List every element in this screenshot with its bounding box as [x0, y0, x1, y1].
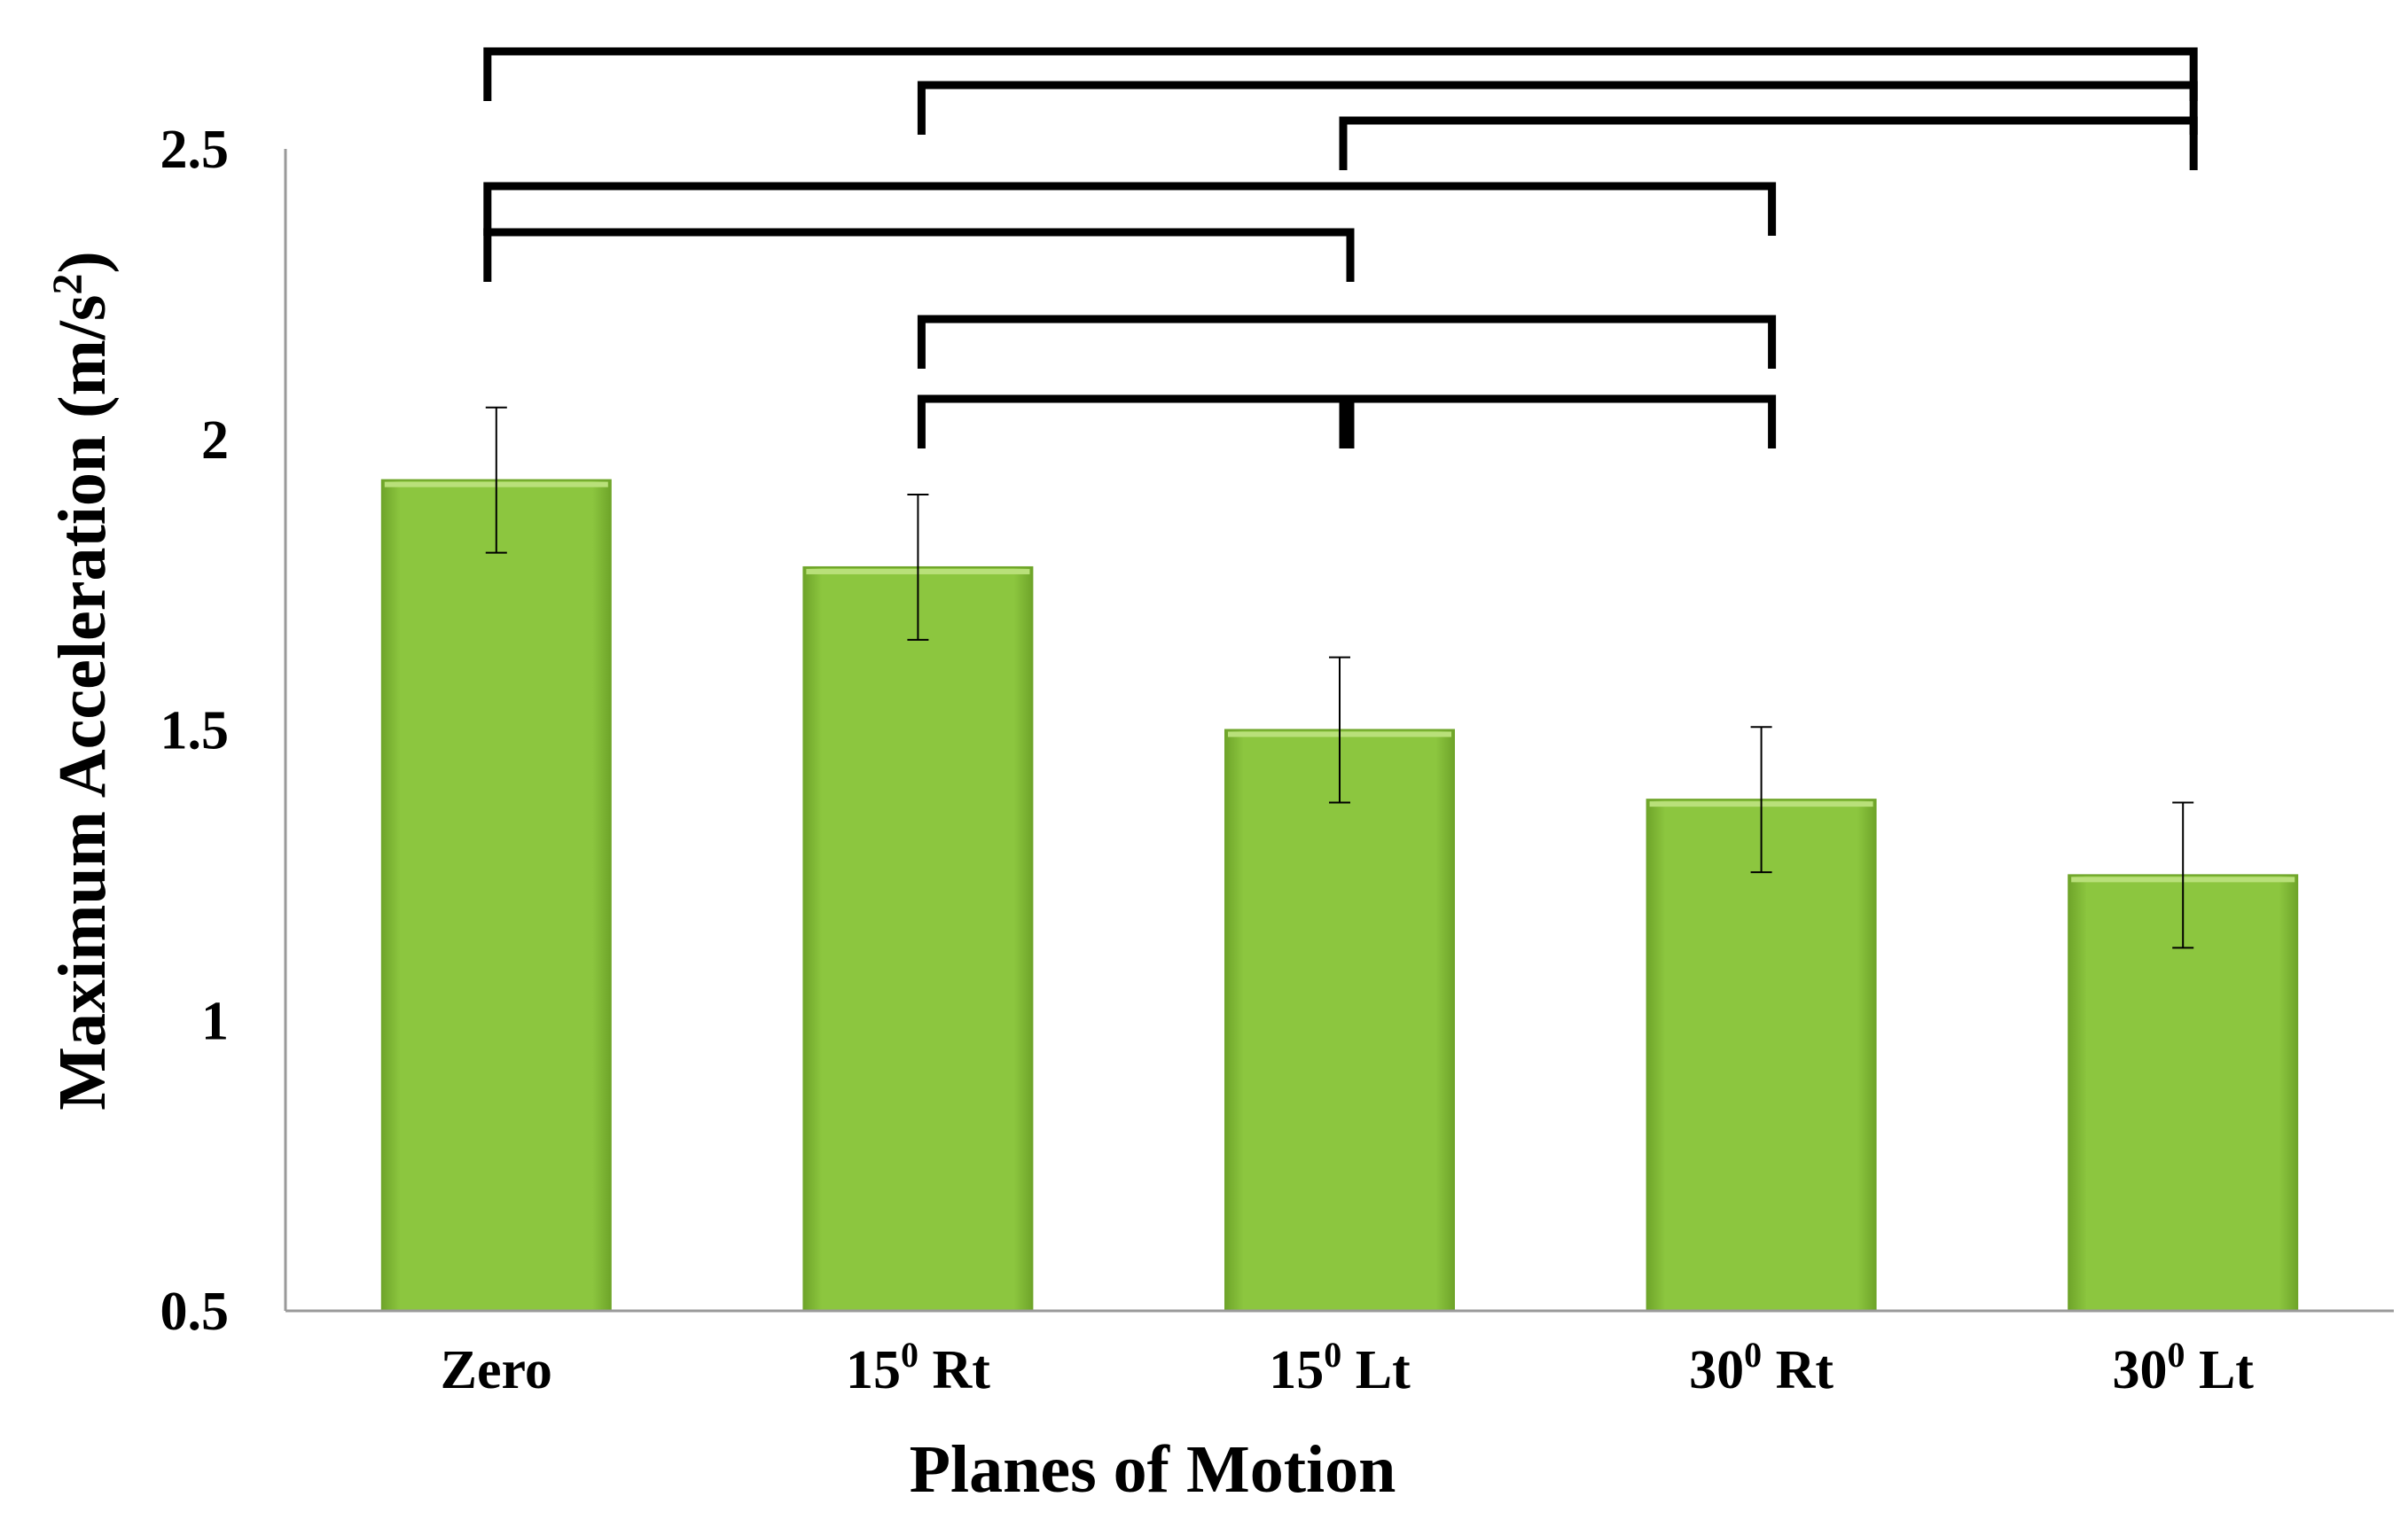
error-bars [485, 406, 2194, 949]
significance-bracket-0 [483, 47, 2198, 101]
significance-bracket-5 [917, 315, 1777, 369]
axes [284, 149, 2394, 1313]
y-tick-label-3: 2 [201, 410, 229, 471]
error-bar-2 [1329, 656, 1350, 804]
x-category-labels: Zero 150 Rt 150 Lt 300 Rt 300 Lt [441, 1335, 2255, 1400]
significance-bracket-3 [483, 182, 1777, 236]
significance-brackets [483, 47, 2198, 448]
error-bar-1 [907, 494, 929, 641]
x-tick-label-1: 150 Rt [846, 1335, 990, 1400]
bar-1 [802, 565, 1034, 1312]
y-axis-title: Maximum Acceleration (m/s2) [44, 251, 120, 1111]
bars [380, 479, 2299, 1312]
error-bar-3 [1750, 726, 1772, 874]
y-tick-label-2: 1.5 [160, 701, 230, 761]
bar-0 [380, 479, 612, 1312]
y-tick-label-0: 0.5 [160, 1282, 230, 1342]
y-tick-label-4: 2.5 [160, 120, 230, 180]
x-tick-label-4: 300 Lt [2112, 1335, 2254, 1400]
significance-bracket-1 [917, 81, 2198, 135]
y-tick-label-1: 1 [201, 991, 229, 1051]
error-bar-4 [2172, 801, 2194, 949]
bar-2 [1224, 729, 1455, 1312]
y-tick-labels: 0.5 1 1.5 2 2.5 [160, 120, 230, 1342]
x-tick-label-0: Zero [441, 1340, 552, 1400]
significance-bracket-6 [917, 394, 1355, 448]
significance-bracket-2 [1339, 116, 2198, 170]
x-tick-label-2: 150 Lt [1269, 1335, 1411, 1400]
x-tick-label-3: 300 Rt [1689, 1335, 1833, 1400]
bar-3 [1646, 799, 1877, 1312]
error-bar-0 [485, 406, 507, 554]
significance-bracket-4 [483, 228, 1355, 282]
x-axis-title: Planes of Motion [910, 1432, 1396, 1507]
significance-bracket-7 [1339, 394, 1777, 448]
